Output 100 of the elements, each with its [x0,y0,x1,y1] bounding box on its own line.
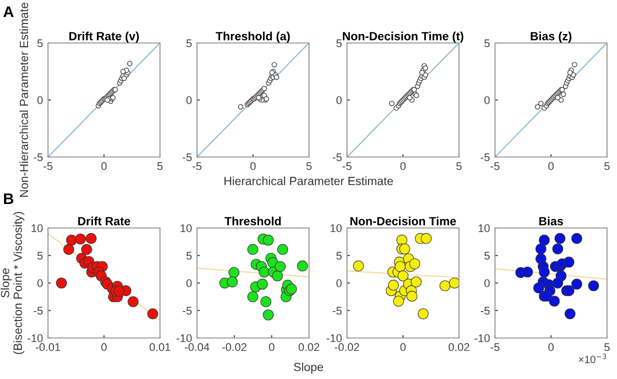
point [262,234,274,246]
x-tick-label: -0.01 [36,343,60,352]
y-axis-title: Slope (Bisection Point * Viscosity) [0,212,24,354]
y-tick-label: 5 [37,39,43,48]
chart-title: Drift Rate [78,216,130,226]
y-tick-label: 5 [37,252,43,260]
x-tick-label: 0 [548,343,554,352]
point [353,260,364,272]
y-axis-title: Non-Hierarchical Parameter Estimate [19,2,28,197]
y-tick-label: 10 [32,224,43,232]
point [228,267,240,278]
y-tick-label: -5 [332,153,342,162]
y-tick-label: 0 [484,96,490,104]
x-tick-label: -0.02 [222,343,246,352]
x-tick-label: 0 [250,162,256,170]
y-tick-label: 5 [186,252,192,260]
point [399,243,410,254]
point [393,296,404,307]
x-tick-label: -5 [490,162,500,170]
y-tick-label: -10 [474,334,490,342]
point [409,258,420,270]
y-tick-label: -5 [480,306,490,315]
point [274,261,286,272]
x-tick-label: -5 [44,162,52,170]
point [247,244,258,255]
point [563,256,574,268]
point [247,291,258,302]
y-tick-label: 0 [186,96,192,104]
point [114,286,125,297]
point [552,278,564,288]
text: Hierarchical Parameter Estimate [224,176,393,186]
x-tick-label: 0.02 [298,343,320,352]
y-tick-label: -5 [34,306,43,315]
point [420,233,432,244]
point [541,290,552,302]
y-tick-label: 0 [336,279,342,288]
chart-title: Drift Rate (v) [69,32,139,43]
point [389,100,395,106]
y-tick-label: -5 [480,153,490,162]
text: B [4,193,14,204]
point [127,60,132,66]
point [128,296,139,308]
text: Slope [294,362,324,374]
point [571,233,582,244]
point [571,278,582,290]
y-tick-label: 10 [330,224,342,232]
point [440,280,450,292]
point [406,290,418,302]
point [564,308,576,320]
y-tick-label: -5 [182,153,192,162]
point [535,243,546,254]
point [552,243,564,254]
point [63,244,74,255]
point [272,270,283,282]
point [538,100,544,106]
point [81,244,92,255]
point [75,234,86,244]
chart-title: Non-Decision Time [350,216,456,226]
text: ×10$^{−3}$ [578,354,606,364]
point [449,278,459,288]
point [238,104,244,110]
y-tick-label: -10 [28,334,43,342]
x-tick-label: 5 [604,162,610,170]
point [256,278,268,290]
point [258,266,270,278]
point [560,92,566,98]
x-tick-label: 5 [306,162,312,170]
y-tick-label: 5 [186,39,192,48]
point [262,309,274,320]
y-tick-label: 0 [186,279,192,288]
point [534,104,540,110]
point [533,282,544,294]
y-tick-label: 5 [484,252,490,260]
point [548,296,560,307]
point [418,308,429,320]
y-tick-label: 0 [336,96,342,104]
x-tick-label: 5 [157,162,163,170]
point [538,234,550,246]
x-tick-label: 0 [400,162,406,170]
y-tick-label: -5 [182,306,192,315]
point [554,233,566,244]
x-tick-label: 0 [101,343,107,352]
x-tick-label: -0.02 [334,343,360,352]
point [410,276,422,288]
point [260,296,272,308]
point [120,68,126,74]
point [522,266,533,278]
chart-title: Bias [539,216,563,226]
x-tick-label: 5 [456,162,462,170]
x-tick-label: 0 [101,162,107,170]
y-tick-label: 0 [37,279,43,288]
point [277,244,288,255]
x-tick-label: 0 [548,162,554,170]
point [572,62,578,68]
y-tick-label: 5 [484,39,490,48]
x-tick-label: 0 [269,343,274,352]
x-tick-label: 0.01 [150,343,170,352]
point [147,308,158,320]
point [388,280,399,291]
y-tick-label: 0 [37,96,43,104]
